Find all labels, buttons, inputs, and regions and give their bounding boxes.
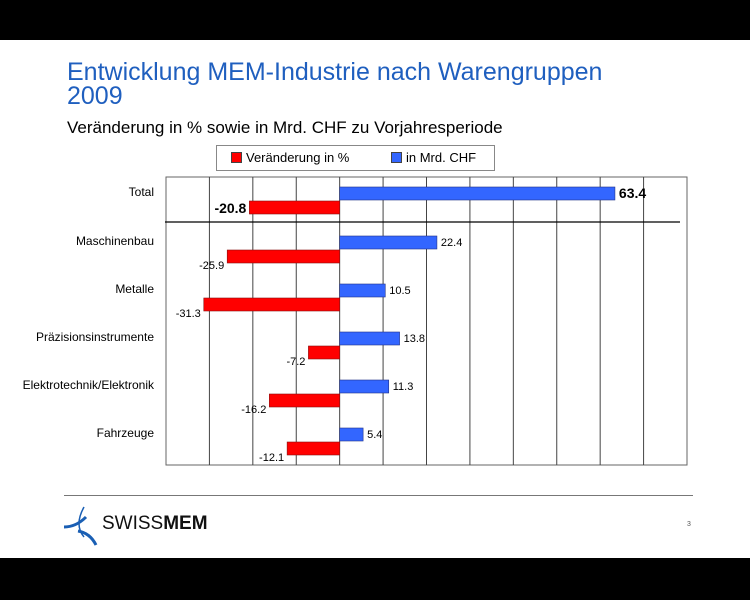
category-label: Metalle	[115, 282, 154, 296]
footer-divider	[64, 495, 693, 496]
bar-change	[226, 249, 340, 264]
swissmem-logo-icon	[63, 506, 98, 546]
legend-item-change: Veränderung in %	[231, 150, 349, 165]
data-label-chf: 10.5	[389, 285, 410, 297]
legend-swatch-blue	[391, 152, 402, 163]
data-label-chf: 5.4	[367, 429, 382, 441]
data-label-change: -7.2	[286, 356, 305, 368]
data-label-change: -12.1	[259, 452, 284, 464]
category-label: Total	[129, 185, 154, 199]
logo-text: SWISSMEM	[102, 513, 208, 534]
category-label: Maschinenbau	[76, 234, 154, 248]
data-label-chf: 63.4	[619, 185, 646, 201]
legend: Veränderung in % in Mrd. CHF	[216, 145, 495, 171]
slide-title: Entwicklung MEM-Industrie nach Warengrup…	[67, 58, 603, 110]
bar-change	[308, 345, 340, 360]
bar-chf	[339, 331, 400, 346]
bar-chf	[339, 186, 616, 201]
bar-chf	[339, 283, 386, 298]
bar-change	[286, 441, 340, 456]
legend-label: in Mrd. CHF	[406, 150, 477, 165]
bar-chf	[339, 427, 364, 442]
bottom-black-band	[0, 558, 750, 600]
bar-change	[249, 200, 340, 215]
data-label-change: -16.2	[241, 404, 266, 416]
data-label-chf: 11.3	[393, 381, 414, 393]
top-black-band	[0, 0, 750, 40]
legend-item-chf: in Mrd. CHF	[391, 150, 476, 165]
data-label-change: -25.9	[199, 260, 224, 272]
page-number: 3	[687, 521, 691, 528]
data-label-change: -31.3	[176, 308, 201, 320]
bar-change	[269, 393, 340, 408]
legend-label: Veränderung in %	[246, 150, 350, 165]
data-label-chf: 13.8	[404, 333, 425, 345]
bar-chf	[339, 235, 438, 250]
data-label-chf: 22.4	[441, 237, 462, 249]
data-label-change: -20.8	[214, 200, 246, 216]
legend-swatch-red	[231, 152, 242, 163]
category-label: Präzisionsinstrumente	[36, 330, 154, 344]
chart-subtitle: Veränderung in % sowie in Mrd. CHF zu Vo…	[67, 118, 503, 137]
bar-change	[203, 297, 340, 312]
bar-chf	[339, 379, 390, 394]
category-label: Elektrotechnik/Elektronik	[23, 378, 155, 392]
category-label: Fahrzeuge	[97, 426, 155, 440]
